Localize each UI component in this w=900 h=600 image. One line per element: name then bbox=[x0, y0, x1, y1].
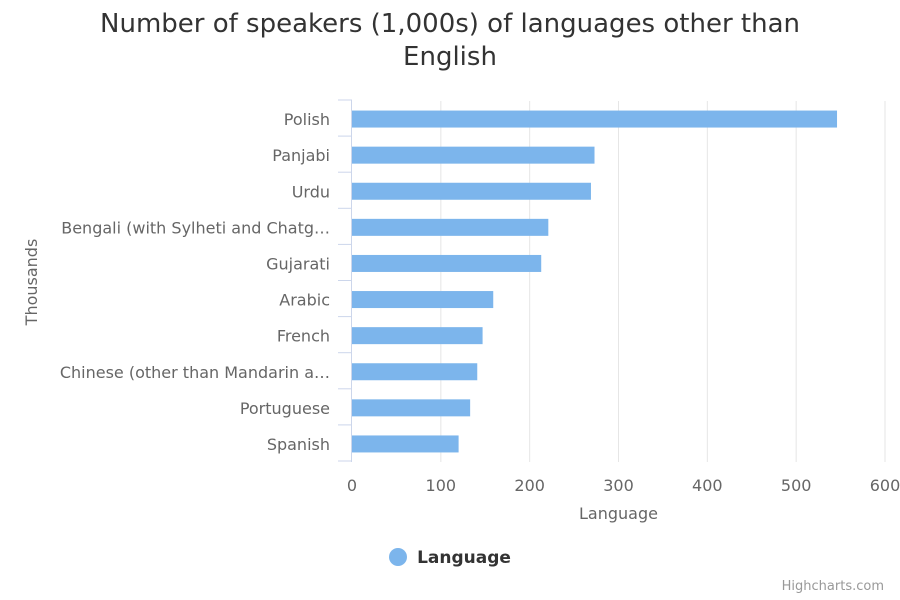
bar[interactable] bbox=[352, 291, 494, 309]
bar[interactable] bbox=[352, 218, 549, 236]
y-axis-title: Thousands bbox=[22, 239, 41, 327]
x-axis-title: Language bbox=[579, 504, 658, 523]
x-tick-label: 600 bbox=[870, 476, 900, 495]
x-tick-label: 200 bbox=[514, 476, 545, 495]
category-label: Gujarati bbox=[266, 254, 330, 273]
category-label: Urdu bbox=[292, 182, 330, 201]
category-label: Polish bbox=[284, 110, 330, 129]
category-label: Panjabi bbox=[272, 146, 330, 165]
x-tick-label: 0 bbox=[347, 476, 357, 495]
bar[interactable] bbox=[352, 363, 478, 381]
bar[interactable] bbox=[352, 399, 471, 417]
category-label: Spanish bbox=[267, 435, 330, 454]
x-tick-label: 300 bbox=[603, 476, 634, 495]
legend-label[interactable]: Language bbox=[417, 548, 511, 568]
bar[interactable] bbox=[352, 254, 542, 272]
category-label: Chinese (other than Mandarin a… bbox=[60, 363, 330, 382]
x-tick-label: 500 bbox=[781, 476, 812, 495]
bar[interactable] bbox=[352, 435, 459, 453]
bar[interactable] bbox=[352, 327, 483, 345]
bar[interactable] bbox=[352, 182, 591, 200]
category-label: French bbox=[277, 327, 330, 346]
category-label: Bengali (with Sylheti and Chatg… bbox=[61, 218, 330, 237]
x-tick-label: 100 bbox=[426, 476, 457, 495]
legend-marker-icon bbox=[389, 548, 408, 566]
category-label: Portuguese bbox=[240, 399, 330, 418]
chart-title: Number of speakers (1,000s) of languages… bbox=[100, 9, 800, 72]
legend[interactable]: Language bbox=[0, 548, 900, 568]
credits-link[interactable]: Highcharts.com bbox=[781, 579, 884, 594]
x-tick-label: 400 bbox=[692, 476, 723, 495]
category-label: Arabic bbox=[279, 291, 330, 310]
bar[interactable] bbox=[352, 110, 838, 128]
bar[interactable] bbox=[352, 146, 595, 164]
